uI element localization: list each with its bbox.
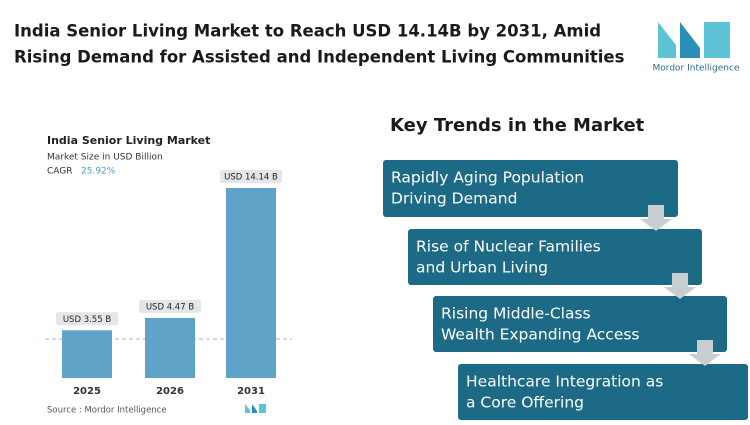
logo: Mordor Intelligence: [653, 22, 740, 74]
value-label-box: [56, 312, 118, 326]
value-label: USD 3.55 B: [63, 315, 111, 325]
trends-heading: Key Trends in the Market: [390, 115, 645, 136]
trend-text: Rapidly Aging Population: [391, 169, 584, 187]
logo-shape: [658, 22, 676, 58]
trends: Rapidly Aging Population Driving Demand Ri…: [383, 160, 748, 420]
trend-box: [433, 296, 727, 352]
logo-text: Mordor Intelligence: [653, 64, 740, 74]
value-label: USD 4.47 B: [146, 302, 194, 312]
trend-text: Driving Demand: [391, 190, 517, 208]
trend-text: Healthcare Integration as: [466, 373, 663, 391]
trend-text: a Core Offering: [466, 394, 584, 412]
arrow: [640, 205, 672, 231]
bar: [226, 188, 276, 378]
source-logo: [245, 404, 266, 413]
logo-shape: [680, 22, 700, 58]
chart-subtitle: Market Size in USD Billion: [47, 153, 163, 163]
x-tick-label: 2025: [73, 386, 101, 397]
value-label-box: [139, 299, 201, 313]
value-label: USD 14.14 B: [224, 173, 278, 183]
trend-text: Wealth Expanding Access: [441, 326, 640, 344]
bar: [62, 330, 112, 378]
bar: [145, 317, 195, 378]
trend-text: Rise of Nuclear Families: [416, 238, 601, 256]
trend-text: Rising Middle-Class: [441, 305, 591, 323]
arrow: [664, 273, 696, 299]
page-title: Rising Demand for Assisted and Independe…: [14, 48, 625, 67]
trend-box: [458, 364, 748, 420]
trend-text: and Urban Living: [416, 259, 548, 277]
cagr-label: CAGR: [47, 167, 73, 177]
arrow: [689, 340, 721, 366]
logo-shape: [245, 404, 250, 413]
x-tick-label: 2026: [156, 386, 184, 397]
logo-shape: [252, 404, 257, 413]
value-label-box: [220, 170, 282, 183]
cagr-value: 25.92%: [81, 167, 116, 177]
trend-box: [383, 160, 678, 217]
source: Source : Mordor Intelligence: [47, 406, 167, 416]
logo-shape: [704, 22, 730, 58]
logo-shape: [259, 404, 266, 413]
x-tick-label: 2031: [237, 386, 265, 397]
page-title: India Senior Living Market to Reach USD …: [14, 22, 601, 41]
chart-title: India Senior Living Market: [47, 134, 210, 147]
trend-box: [408, 229, 702, 285]
